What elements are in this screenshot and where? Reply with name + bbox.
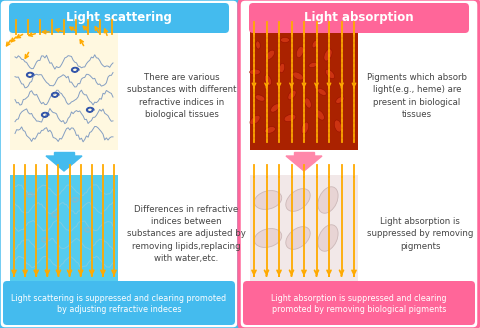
Ellipse shape bbox=[288, 90, 296, 100]
Bar bbox=[10, 32, 118, 150]
Ellipse shape bbox=[284, 114, 296, 122]
Ellipse shape bbox=[296, 46, 304, 58]
Bar bbox=[250, 175, 358, 283]
Ellipse shape bbox=[318, 89, 326, 95]
FancyBboxPatch shape bbox=[0, 0, 239, 328]
Ellipse shape bbox=[255, 95, 265, 101]
FancyBboxPatch shape bbox=[239, 0, 479, 328]
Ellipse shape bbox=[305, 98, 312, 108]
Ellipse shape bbox=[254, 191, 282, 209]
FancyBboxPatch shape bbox=[3, 281, 235, 325]
Text: Light scattering: Light scattering bbox=[66, 11, 172, 25]
Polygon shape bbox=[286, 156, 322, 171]
FancyBboxPatch shape bbox=[243, 281, 475, 325]
Ellipse shape bbox=[250, 69, 260, 75]
Ellipse shape bbox=[324, 49, 332, 61]
Ellipse shape bbox=[293, 72, 303, 80]
Polygon shape bbox=[294, 152, 314, 162]
Ellipse shape bbox=[316, 110, 324, 120]
Ellipse shape bbox=[318, 225, 338, 251]
Ellipse shape bbox=[279, 63, 285, 73]
Ellipse shape bbox=[286, 227, 310, 249]
FancyBboxPatch shape bbox=[9, 3, 229, 33]
Ellipse shape bbox=[280, 37, 289, 43]
Ellipse shape bbox=[286, 189, 310, 211]
Ellipse shape bbox=[309, 62, 317, 68]
FancyBboxPatch shape bbox=[249, 3, 469, 33]
Bar bbox=[10, 175, 118, 283]
Text: Light absorption is
suppressed by removing
pigments: Light absorption is suppressed by removi… bbox=[367, 217, 473, 251]
Ellipse shape bbox=[334, 120, 342, 132]
Polygon shape bbox=[54, 152, 74, 162]
Bar bbox=[250, 32, 358, 150]
Ellipse shape bbox=[264, 127, 276, 133]
Text: Light absorption is suppressed and clearing
promoted by removing biological pigm: Light absorption is suppressed and clear… bbox=[271, 294, 447, 315]
Ellipse shape bbox=[301, 122, 309, 134]
Text: Differences in refractive
indices between
substances are adjusted by
removing li: Differences in refractive indices betwee… bbox=[127, 204, 246, 263]
Text: There are various
substances with different
refractive indices in
biological tis: There are various substances with differ… bbox=[127, 73, 237, 119]
Ellipse shape bbox=[325, 70, 335, 79]
Ellipse shape bbox=[271, 104, 279, 112]
Ellipse shape bbox=[256, 41, 260, 49]
Ellipse shape bbox=[254, 229, 282, 247]
Text: Light absorption: Light absorption bbox=[304, 11, 414, 25]
Ellipse shape bbox=[264, 75, 272, 85]
Polygon shape bbox=[46, 156, 82, 171]
Ellipse shape bbox=[336, 97, 344, 103]
Text: Light scattering is suppressed and clearing promoted
by adjusting refractive ind: Light scattering is suppressed and clear… bbox=[12, 294, 227, 315]
Ellipse shape bbox=[250, 115, 260, 125]
Ellipse shape bbox=[318, 187, 338, 213]
Ellipse shape bbox=[265, 50, 275, 60]
Text: Pigments which absorb
light(e.g., heme) are
present in biological
tissues: Pigments which absorb light(e.g., heme) … bbox=[367, 73, 467, 119]
Ellipse shape bbox=[312, 40, 318, 48]
